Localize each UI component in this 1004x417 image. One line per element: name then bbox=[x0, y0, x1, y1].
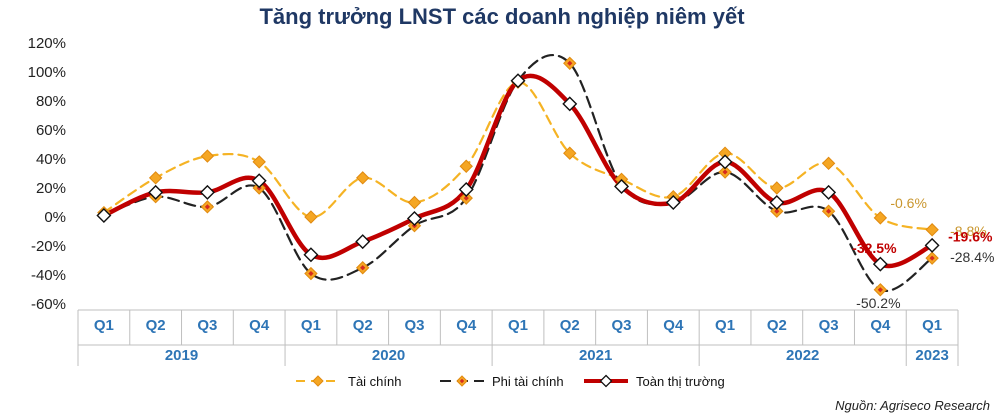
y-tick-label: 0% bbox=[44, 209, 66, 226]
x-tick-label: Q2 bbox=[146, 317, 166, 334]
point-market bbox=[458, 181, 474, 197]
point-market bbox=[665, 195, 681, 210]
point-market bbox=[303, 247, 319, 263]
point-financial bbox=[304, 210, 318, 224]
data-label: -28.4% bbox=[950, 249, 994, 265]
point-financial bbox=[148, 171, 163, 185]
point-market bbox=[769, 195, 785, 210]
y-tick-label: 20% bbox=[36, 180, 66, 197]
point-financial bbox=[770, 181, 784, 195]
x-tick-label: Q4 bbox=[870, 317, 891, 334]
chart-title: Tăng trưởng LNST các doanh nghiệp niêm y… bbox=[259, 4, 745, 29]
legend-label-non-financial: Phi tài chính bbox=[492, 374, 564, 389]
y-tick-label: 60% bbox=[36, 122, 66, 139]
point-financial bbox=[873, 211, 888, 225]
point-market bbox=[717, 154, 733, 170]
point-non-financial-core bbox=[774, 208, 780, 214]
point-non-financial-core bbox=[825, 208, 832, 214]
series-line-non-financial bbox=[102, 53, 934, 293]
x-tick-label: Q2 bbox=[353, 317, 373, 334]
x-tick-label: Q4 bbox=[456, 317, 477, 334]
y-tick-label: 40% bbox=[36, 151, 66, 168]
x-tick-label: Q1 bbox=[508, 317, 528, 334]
point-market bbox=[148, 184, 164, 200]
data-label: -19.6% bbox=[948, 228, 993, 244]
point-financial bbox=[821, 156, 836, 171]
x-tick-label: Q4 bbox=[663, 317, 684, 334]
x-year-label: 2020 bbox=[372, 347, 405, 364]
point-market bbox=[924, 237, 940, 253]
x-tick-label: Q1 bbox=[715, 317, 735, 334]
point-financial bbox=[252, 155, 266, 169]
legend-label-financial: Tài chính bbox=[348, 374, 401, 389]
legend-marker-financial bbox=[312, 375, 324, 387]
x-tick-label: Q3 bbox=[404, 317, 424, 334]
point-market bbox=[872, 256, 888, 272]
point-market bbox=[406, 210, 422, 226]
point-financial bbox=[355, 171, 370, 185]
data-label: -0.6% bbox=[890, 195, 927, 211]
point-non-financial-core bbox=[929, 255, 935, 261]
source-note: Nguồn: Agriseco Research bbox=[835, 398, 990, 413]
legend-marker-market bbox=[599, 374, 613, 388]
point-financial bbox=[407, 195, 422, 210]
x-tick-label: Q3 bbox=[197, 317, 217, 334]
x-tick-label: Q3 bbox=[819, 317, 839, 334]
x-tick-label: Q1 bbox=[922, 317, 942, 334]
x-tick-label: Q2 bbox=[560, 317, 580, 334]
y-tick-label: 100% bbox=[28, 64, 66, 81]
y-tick-label: -20% bbox=[31, 238, 66, 255]
y-tick-label: -60% bbox=[31, 296, 66, 313]
point-market bbox=[562, 96, 578, 112]
y-tick-label: -40% bbox=[31, 267, 66, 284]
series-line-market bbox=[101, 73, 935, 269]
x-tick-label: Q2 bbox=[767, 317, 787, 334]
point-financial bbox=[925, 223, 939, 237]
point-financial bbox=[200, 149, 215, 163]
data-label: -8.8% bbox=[950, 223, 987, 239]
point-non-financial-core bbox=[308, 270, 314, 277]
data-label: -32.5% bbox=[852, 240, 897, 256]
point-non-financial-core bbox=[463, 195, 469, 201]
data-label: -50.2% bbox=[856, 295, 900, 311]
point-financial bbox=[459, 159, 473, 173]
legend-marker-core bbox=[459, 378, 465, 384]
point-non-financial-core bbox=[877, 287, 883, 293]
point-market bbox=[355, 234, 371, 250]
point-non-financial-core bbox=[722, 169, 728, 175]
x-tick-label: Q1 bbox=[94, 317, 114, 334]
point-market bbox=[614, 179, 630, 195]
legend-label-market: Toàn thị trường bbox=[636, 374, 725, 389]
point-non-financial-core bbox=[204, 204, 211, 210]
y-tick-label: 120% bbox=[28, 35, 66, 52]
x-year-label: 2023 bbox=[915, 347, 948, 364]
y-tick-label: 80% bbox=[36, 93, 66, 110]
point-market bbox=[251, 173, 267, 189]
point-market bbox=[510, 73, 526, 89]
point-non-financial-core bbox=[360, 265, 366, 271]
point-financial bbox=[563, 146, 577, 160]
point-market bbox=[199, 184, 215, 200]
x-tick-label: Q4 bbox=[249, 317, 270, 334]
x-year-label: 2022 bbox=[786, 347, 819, 364]
x-tick-label: Q1 bbox=[301, 317, 321, 334]
x-year-label: 2021 bbox=[579, 347, 612, 364]
point-market bbox=[96, 208, 112, 224]
x-tick-label: Q3 bbox=[612, 317, 632, 334]
point-non-financial-core bbox=[567, 60, 573, 66]
point-market bbox=[821, 184, 837, 200]
x-year-label: 2019 bbox=[165, 347, 198, 364]
